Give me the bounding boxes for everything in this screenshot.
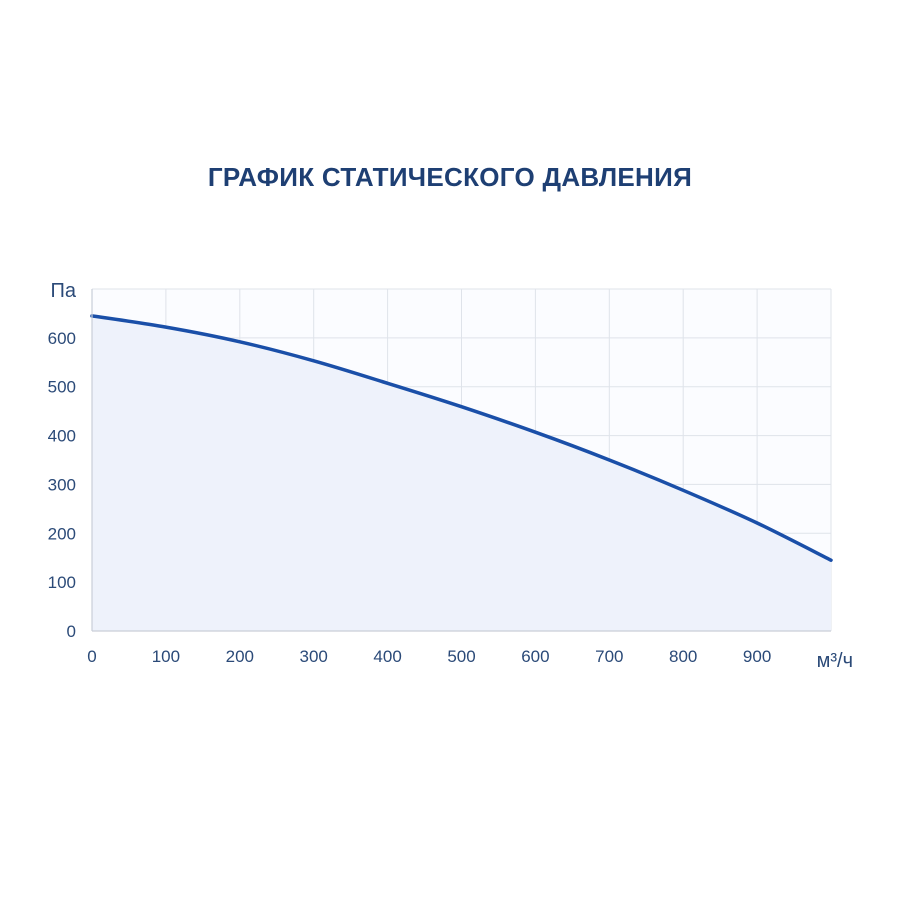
x-axis-label: м³/ч	[817, 650, 853, 672]
y-tick-label: 0	[67, 622, 76, 641]
y-tick-label: 200	[48, 524, 76, 543]
x-tick-label: 700	[595, 647, 623, 666]
x-tick-label: 100	[152, 647, 180, 666]
y-tick-label: 400	[48, 427, 76, 446]
pressure-curve	[90, 314, 833, 562]
y-axis-label: Па	[51, 280, 77, 302]
x-tick-label: 400	[373, 647, 401, 666]
y-tick-label: 600	[48, 329, 76, 348]
y-tick-label: 500	[48, 378, 76, 397]
x-tick-label: 600	[521, 647, 549, 666]
x-tick-label: 800	[669, 647, 697, 666]
y-tick-label: 100	[48, 573, 76, 592]
x-tick-label: 300	[300, 647, 328, 666]
y-tick-label: 300	[48, 475, 76, 494]
x-tick-label: 200	[226, 647, 254, 666]
curve-area	[92, 315, 831, 631]
x-tick-label: 0	[87, 647, 96, 666]
x-tick-label: 500	[447, 647, 475, 666]
chart-title: ГРАФИК СТАТИЧЕСКОГО ДАВЛЕНИЯ	[207, 162, 693, 192]
x-tick-label: 900	[743, 647, 771, 666]
